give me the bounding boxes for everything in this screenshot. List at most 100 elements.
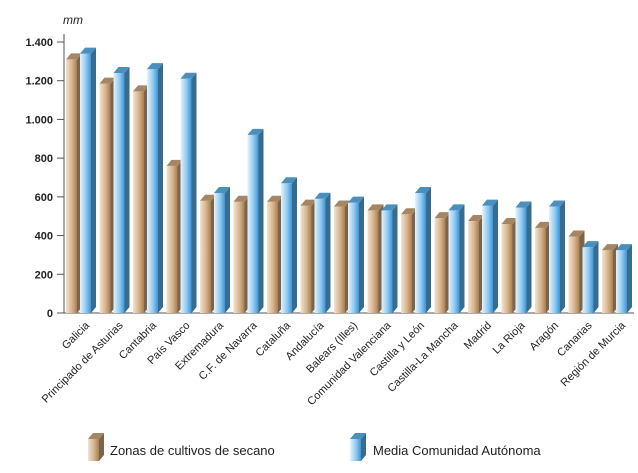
bar-front: [314, 198, 326, 313]
y-tick-label: 0: [47, 308, 53, 320]
bar-top: [133, 85, 149, 92]
bar-front: [214, 192, 225, 313]
legend-label: Media Comunidad Autónoma: [373, 443, 541, 458]
category-label: Aragón: [528, 320, 562, 354]
category-label: La Rioja: [491, 319, 529, 357]
bar-front: [166, 165, 178, 313]
bar-top: [482, 199, 498, 206]
bar-side: [392, 204, 398, 313]
bar-top: [113, 66, 130, 73]
bar-top: [468, 215, 484, 222]
bar-top: [568, 230, 585, 237]
bar: [166, 159, 183, 313]
bar-front: [468, 221, 479, 313]
bar: [147, 63, 163, 313]
bar-front: [434, 218, 446, 313]
bar: [314, 192, 331, 313]
bar-top: [233, 195, 250, 202]
bar-front: [66, 59, 77, 313]
bar-top: [314, 192, 331, 199]
bar-side: [459, 204, 465, 313]
bar: [233, 195, 250, 313]
bar-front: [133, 91, 144, 313]
bar-top: [501, 217, 518, 224]
bar: [334, 200, 350, 313]
bar-top: [535, 221, 551, 228]
bar-top: [147, 63, 163, 70]
bar-front: [415, 192, 426, 313]
bar: [415, 186, 431, 313]
bar-side: [292, 177, 297, 313]
bar: [616, 244, 632, 313]
bar-side: [225, 186, 230, 313]
bar: [501, 217, 518, 313]
bar: [568, 230, 585, 313]
bar: [200, 194, 216, 313]
bar-front: [147, 69, 158, 313]
bar-top: [166, 159, 183, 166]
bar-top: [415, 186, 431, 193]
category-label: Región de Murcia: [559, 319, 629, 389]
category-label: C.F. de Navarra: [197, 319, 261, 383]
bar: [133, 85, 149, 313]
y-tick-label: 600: [35, 192, 53, 204]
bar: [381, 204, 398, 313]
bar-front: [281, 183, 292, 313]
bar-side: [627, 244, 632, 313]
bar-top: [401, 208, 417, 215]
bar-front: [568, 236, 580, 313]
bar: [267, 195, 283, 313]
bar-top: [549, 200, 565, 207]
bar-front: [300, 205, 312, 313]
bar-top: [334, 200, 350, 207]
legend-swatch: [88, 439, 99, 461]
bar-top: [367, 204, 384, 211]
y-tick-label: 400: [35, 231, 53, 243]
bar: [214, 186, 230, 313]
bar-front: [602, 250, 613, 313]
bar: [113, 66, 130, 313]
bar-side: [258, 128, 264, 313]
bar-front: [348, 202, 359, 313]
bar-top: [515, 201, 532, 208]
bar-front: [501, 223, 513, 313]
bar: [180, 72, 197, 314]
bar-top: [200, 194, 216, 201]
bar-top: [300, 199, 317, 206]
bar-front: [381, 210, 393, 313]
legend-swatch-top: [88, 433, 104, 439]
bar-top: [66, 53, 82, 60]
legend-item: Zonas de cultivos de secano: [88, 433, 275, 461]
bar: [348, 196, 364, 313]
bar-side: [124, 66, 130, 313]
bar-top: [381, 204, 398, 211]
legend-swatch-side: [99, 433, 104, 461]
bar-top: [348, 196, 364, 203]
bar-side: [191, 72, 197, 314]
bar-top: [448, 204, 465, 211]
bar: [515, 201, 532, 313]
bar-front: [582, 247, 594, 313]
bar-side: [426, 186, 431, 313]
legend-label: Zonas de cultivos de secano: [110, 443, 275, 458]
legend-swatch-top: [350, 433, 366, 439]
bar: [549, 200, 565, 313]
bar: [535, 221, 551, 313]
category-label: Madrid: [462, 320, 494, 352]
bar-top: [602, 244, 618, 251]
bar-side: [560, 200, 565, 313]
legend-swatch: [350, 439, 361, 461]
y-tick-label: 800: [35, 153, 53, 165]
bar-top: [214, 186, 230, 193]
bar-top: [281, 177, 297, 184]
y-unit-label: mm: [63, 13, 83, 27]
bar-side: [325, 192, 331, 313]
bar-top: [616, 244, 632, 251]
bar: [482, 199, 498, 313]
bar-front: [334, 206, 345, 313]
bar-front: [247, 134, 259, 313]
bar-top: [99, 77, 116, 84]
bar-front: [200, 200, 211, 313]
